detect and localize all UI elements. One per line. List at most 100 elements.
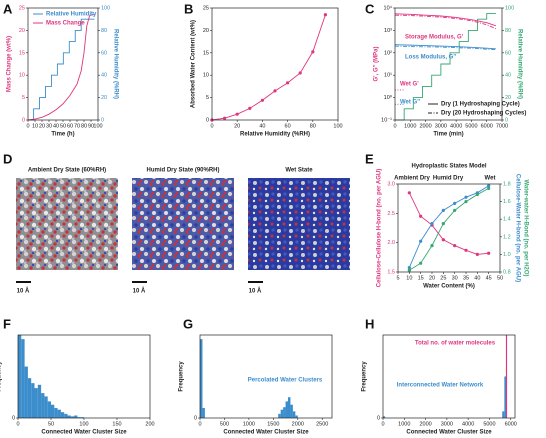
- marker: [487, 251, 491, 255]
- x-tick-label: 5000: [483, 421, 495, 427]
- simulation-box: [248, 178, 350, 270]
- x-tick-label: 3000: [441, 421, 453, 427]
- marker: [419, 214, 423, 218]
- legend-label: Relative Humidity: [46, 12, 97, 18]
- y-tick-label: 10⁴: [384, 4, 393, 11]
- y2-tick-label: 0: [101, 117, 104, 123]
- y-tick-label: 0: [206, 117, 209, 123]
- hist-bar: [74, 415, 78, 418]
- state-title: Humid Dry State (90%RH): [146, 168, 219, 174]
- y2-tick-label: 80: [101, 28, 107, 34]
- y2-tick-label: 20: [101, 95, 107, 101]
- panel: A0 10 20 30 40 50 60 70 80 90 10005101520250204060…: [3, 1, 118, 137]
- scale-label: 10 Å: [17, 288, 30, 295]
- annotation: Percolated Water Clusters: [248, 378, 323, 384]
- legend-label: Dry (1 Hydroshaping Cycle): [441, 102, 520, 108]
- marker: [248, 106, 252, 110]
- chart-title: Hydroplastic States Model: [411, 164, 486, 170]
- hist-bar: [77, 417, 81, 418]
- hist-bar: [292, 411, 296, 418]
- annotation: Wet G'': [400, 100, 421, 106]
- x-tick-label: 4000: [450, 123, 462, 129]
- x-tick-label: 40: [53, 123, 59, 129]
- y2-axis-label: Relative Humidity (%RH): [516, 29, 522, 99]
- y-axis-label: Frequency: [362, 361, 368, 392]
- marker: [464, 195, 468, 199]
- x-tick-label: 35: [463, 275, 469, 281]
- x-tick-label: 30: [452, 275, 458, 281]
- x-tick-label: 15: [418, 275, 424, 281]
- y-tick-label: 10: [203, 73, 209, 79]
- marker: [464, 200, 468, 204]
- hist-bar: [34, 388, 38, 418]
- x-tick-label: 200: [145, 421, 154, 427]
- legend-label: Mass Change: [46, 21, 85, 27]
- marker: [441, 238, 445, 242]
- series-line: [27, 14, 95, 121]
- y-tick-label: 10⁰: [384, 94, 393, 101]
- y-tick-label: 25: [203, 5, 209, 11]
- hist-bar: [47, 401, 51, 418]
- x-tick-label: 2000: [292, 421, 304, 427]
- hist-bar: [70, 416, 75, 418]
- x-tick-label: 45: [486, 275, 492, 281]
- annotation: Interconnected Water Network: [397, 383, 484, 389]
- panel-d: D: [3, 151, 12, 166]
- x-tick-label: 70: [74, 123, 80, 129]
- x-tick-label: 0: [393, 123, 396, 129]
- marker: [323, 13, 327, 17]
- x-tick-label: 100: [93, 123, 102, 129]
- marker: [286, 81, 290, 85]
- x-tick-label: 0: [16, 421, 19, 427]
- hist-bar: [290, 404, 293, 418]
- y-tick-label: 25: [19, 5, 25, 11]
- x-tick-label: 1000: [398, 421, 410, 427]
- series-line: [409, 188, 489, 271]
- y-axis-label: Frequency: [0, 361, 3, 392]
- marker: [407, 191, 411, 195]
- y2-tick-label: 100: [505, 5, 514, 11]
- series-line: [394, 44, 496, 50]
- x-axis-label: Relative Humidity (%RH): [240, 132, 310, 138]
- hist-bar: [280, 409, 284, 418]
- marker: [235, 112, 239, 116]
- x-axis-label: Connected Water Cluster Size: [406, 430, 492, 436]
- x-tick-label: 500: [220, 421, 229, 427]
- marker: [487, 186, 491, 190]
- panel-letter: G: [183, 316, 193, 331]
- x-tick-label: 7000: [496, 123, 508, 129]
- state-title: Wet State: [285, 168, 313, 174]
- x-axis-label: Water Content (%): [423, 284, 475, 290]
- x-tick-label: 60: [67, 123, 73, 129]
- x-tick-label: 5: [396, 275, 399, 281]
- y-tick-label: 10⁻¹: [381, 117, 392, 123]
- x-tick-label: 6000: [481, 123, 493, 129]
- y2-tick-label: 20: [505, 95, 511, 101]
- y2-tick-label: 1.4: [503, 217, 511, 223]
- y-axis-label: G', G'' (MPa): [374, 47, 380, 82]
- hist-bar: [24, 366, 28, 418]
- hist-bar: [288, 397, 291, 418]
- x-tick-label: 4000: [462, 421, 474, 427]
- y2-tick-label: 1.8: [503, 181, 511, 187]
- series-line: [211, 14, 326, 121]
- y2-tick-label: 1.6: [503, 199, 511, 205]
- x-tick-label: 0: [381, 421, 384, 427]
- marker: [475, 252, 479, 256]
- x-tick-label: 60: [285, 123, 291, 129]
- y-axis-label: Frequency: [179, 361, 185, 392]
- y2-axis-label: Relative Humidity (%RH): [112, 29, 118, 99]
- x-tick-label: 0: [210, 123, 213, 129]
- x-tick-label: 50: [48, 421, 54, 427]
- x-axis-label: Connected Water Cluster Size: [41, 430, 127, 436]
- annotation: Storage Modulus, G': [405, 35, 464, 41]
- annotation: Total no. of water molecules: [415, 341, 496, 347]
- y2-tick-label: 40: [505, 73, 511, 79]
- x-axis-label: Time (h): [51, 132, 74, 138]
- y-tick-label: 20: [19, 28, 25, 34]
- marker: [487, 184, 491, 188]
- panel-letter: A: [3, 1, 13, 16]
- y2-tick-label: 40: [101, 73, 107, 79]
- panel: C0 1000 2000 3000 4000 5000 6000 700010⁻¹10⁰10¹…: [365, 1, 526, 137]
- marker: [453, 244, 457, 248]
